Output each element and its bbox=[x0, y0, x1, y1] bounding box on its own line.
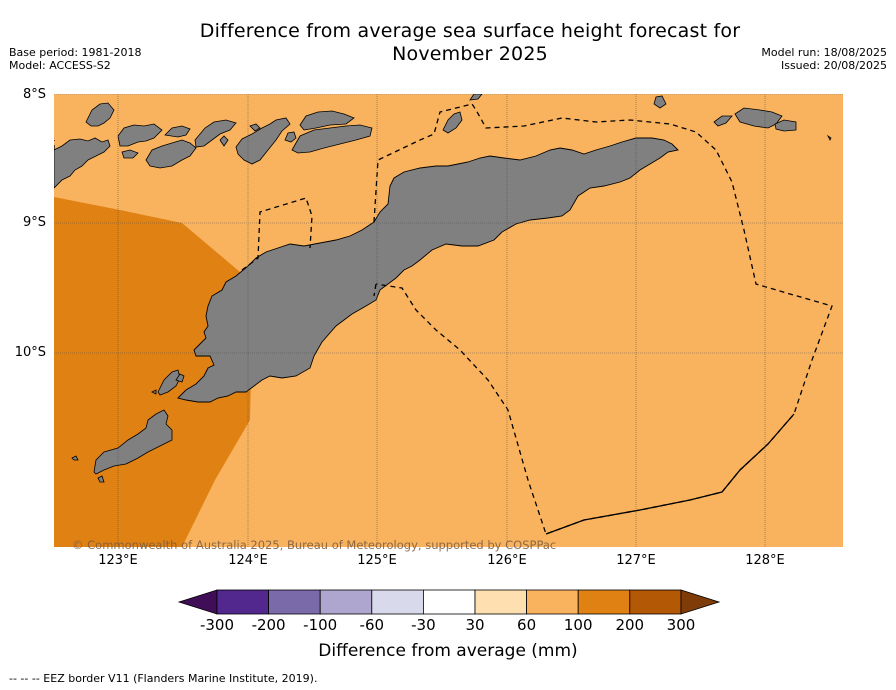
colorbar-bin-1 bbox=[216, 589, 269, 615]
colorbar-bin-9 bbox=[629, 589, 682, 615]
colorbar-bin-3 bbox=[319, 589, 373, 615]
lon-label-123e: 123°E bbox=[98, 553, 138, 568]
eez-border-east-segment bbox=[767, 413, 795, 445]
meta-right: Model run: 18/08/2025 Issued: 20/08/2025 bbox=[761, 46, 887, 72]
colorbar-bin-5 bbox=[422, 589, 476, 615]
lon-label-127e: 127°E bbox=[616, 553, 656, 568]
southern-islands bbox=[71, 369, 185, 483]
lat-label-9s: 9°S bbox=[22, 215, 46, 230]
colorbar bbox=[177, 589, 721, 615]
colorbar-label: Difference from average (mm) bbox=[318, 641, 578, 661]
lon-label-125e: 125°E bbox=[357, 553, 397, 568]
colorbar-bin-6 bbox=[474, 589, 527, 615]
eez-border bbox=[54, 103, 833, 535]
lat-label-10s: 10°S bbox=[14, 345, 46, 360]
meta-left: Base period: 1981-2018 Model: ACCESS-S2 bbox=[9, 46, 141, 72]
lon-label-124e: 124°E bbox=[228, 553, 268, 568]
title-line-1: Difference from average sea surface heig… bbox=[199, 20, 741, 42]
lon-label-126e: 126°E bbox=[487, 553, 527, 568]
colorbar-tick: 60 bbox=[517, 616, 537, 634]
gridlines bbox=[54, 94, 843, 547]
colorbar-tick: -200 bbox=[251, 616, 286, 634]
map-area bbox=[54, 94, 843, 547]
colorbar-tick: 100 bbox=[563, 616, 593, 634]
model-run: Model run: 18/08/2025 bbox=[761, 46, 887, 59]
colorbar-tick: 300 bbox=[666, 616, 696, 634]
lat-label-8s: 8°S bbox=[22, 87, 46, 102]
northern-islands bbox=[54, 94, 832, 189]
colorbar-bin-7 bbox=[526, 589, 579, 615]
lon-label-128e: 128°E bbox=[745, 553, 785, 568]
colorbar-bin-2 bbox=[268, 589, 321, 615]
model-name: Model: ACCESS-S2 bbox=[9, 59, 111, 72]
timor-island bbox=[177, 137, 679, 403]
colorbar-extend-high bbox=[680, 589, 721, 615]
colorbar-bin-8 bbox=[577, 589, 631, 615]
colorbar-tick: -300 bbox=[199, 616, 235, 634]
colorbar-bin-4 bbox=[371, 589, 424, 615]
colorbar-extend-low bbox=[177, 589, 218, 615]
copyright-notice: © Commonwealth of Australia 2025, Bureau… bbox=[72, 538, 557, 552]
eez-border-solid-segment bbox=[545, 443, 769, 535]
page-title: Difference from average sea surface heig… bbox=[130, 20, 810, 66]
colorbar-tick: -100 bbox=[303, 616, 338, 634]
colorbar-tick: -60 bbox=[359, 616, 385, 634]
colorbar-tick: -30 bbox=[411, 616, 436, 634]
colorbar-tick: 30 bbox=[465, 616, 485, 634]
footer-legend: -- -- -- EEZ border V11 (Flanders Marine… bbox=[9, 672, 318, 685]
title-line-2: November 2025 bbox=[392, 43, 548, 65]
issued-date: Issued: 20/08/2025 bbox=[780, 59, 887, 72]
base-period: Base period: 1981-2018 bbox=[9, 46, 142, 59]
colorbar-tick: 200 bbox=[615, 616, 645, 634]
